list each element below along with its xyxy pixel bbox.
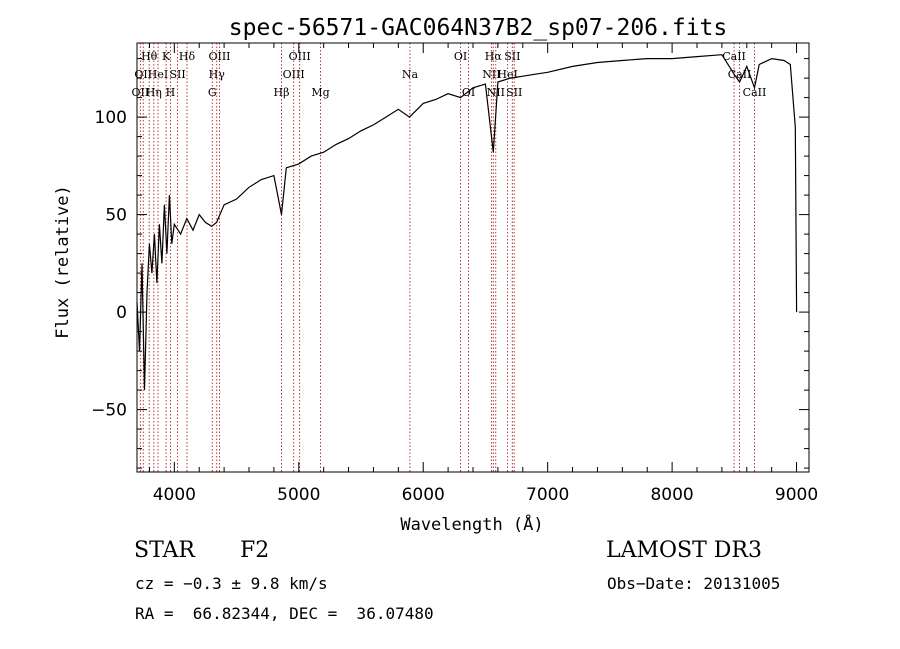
line-label-20: Hα	[485, 50, 503, 63]
line-label-14: OIII	[289, 50, 311, 63]
line-label-9: G	[208, 86, 217, 99]
y-tick-label-2: 50	[105, 206, 127, 226]
line-label-6: H	[166, 86, 176, 99]
line-label-21: NII	[487, 86, 505, 99]
spectrum-series-line	[136, 54, 798, 391]
line-label-3: Hη	[146, 86, 162, 99]
chart-title: spec-56571-GAC064N37B2_sp07-206.fits	[229, 15, 728, 41]
line-label-11: OIII	[208, 50, 230, 63]
redshift-velocity: cz = −0.3 ± 9.8 km/s	[135, 574, 328, 593]
x-axis-ticks: 4000 5000 6000 7000 8000 9000	[148, 43, 818, 505]
line-label-5: K	[162, 50, 171, 63]
y-tick-label-3: 100	[95, 108, 127, 128]
y-tick-label-0: −50	[91, 401, 127, 421]
plot-frame	[136, 42, 810, 473]
x-tick-label-2: 6000	[402, 485, 445, 505]
y-axis-label: Flux (relative)	[53, 185, 73, 339]
line-label-0: OII	[132, 86, 150, 99]
object-class: STAR	[134, 538, 195, 563]
x-tick-label-3: 7000	[526, 485, 569, 505]
x-tick-label-4: 8000	[650, 485, 693, 505]
line-label-4: HeI	[148, 68, 168, 81]
spectral-line-labels: OIIOIIHθHηHeIKHSIIHδGHγOIIIHβOIIIOIIIMgN…	[132, 50, 767, 99]
line-label-27: CaII	[743, 86, 767, 99]
line-label-2: Hθ	[141, 50, 158, 63]
sky-coordinates: RA = 66.82344, DEC = 36.07480	[135, 604, 434, 623]
line-label-13: OIII	[283, 68, 305, 81]
line-label-23: SII	[504, 50, 520, 63]
line-label-12: Hβ	[274, 86, 290, 99]
line-label-24: SII	[506, 86, 522, 99]
line-label-7: SII	[169, 68, 185, 81]
spectral-line-markers	[139, 43, 755, 472]
line-label-16: Na	[402, 68, 419, 81]
line-label-8: Hδ	[179, 50, 196, 63]
x-tick-label-1: 5000	[277, 485, 320, 505]
line-label-25: CaII	[722, 50, 746, 63]
y-axis-ticks: −50 0 50 100	[91, 58, 809, 469]
object-subclass: F2	[240, 538, 270, 563]
line-label-17: OI	[454, 50, 467, 63]
line-label-19: NII	[482, 68, 500, 81]
x-axis-label: Wavelength (Å)	[400, 513, 543, 535]
line-label-15: Mg	[311, 86, 329, 99]
line-label-10: Hγ	[209, 68, 226, 81]
observation-date: Obs−Date: 20131005	[607, 574, 781, 593]
x-tick-label-0: 4000	[153, 485, 196, 505]
survey-name: LAMOST DR3	[606, 538, 762, 563]
line-label-26: CaII	[728, 68, 752, 81]
x-tick-label-5: 9000	[775, 485, 818, 505]
y-tick-label-1: 0	[116, 303, 127, 323]
